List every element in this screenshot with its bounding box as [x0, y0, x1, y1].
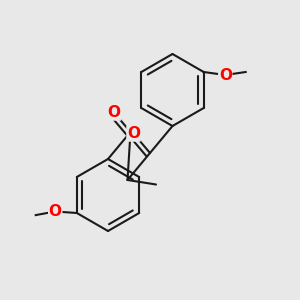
Text: O: O	[127, 126, 140, 141]
Text: O: O	[107, 105, 121, 120]
Text: O: O	[49, 204, 62, 219]
Text: O: O	[219, 68, 232, 82]
